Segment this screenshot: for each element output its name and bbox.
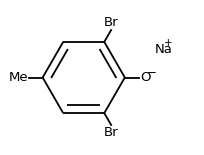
- Text: O: O: [140, 71, 150, 84]
- Text: Br: Br: [104, 126, 119, 140]
- Text: Me: Me: [9, 71, 28, 84]
- Text: −: −: [147, 66, 157, 79]
- Text: Br: Br: [104, 16, 119, 29]
- Text: +: +: [164, 38, 173, 48]
- Text: Na: Na: [154, 43, 172, 56]
